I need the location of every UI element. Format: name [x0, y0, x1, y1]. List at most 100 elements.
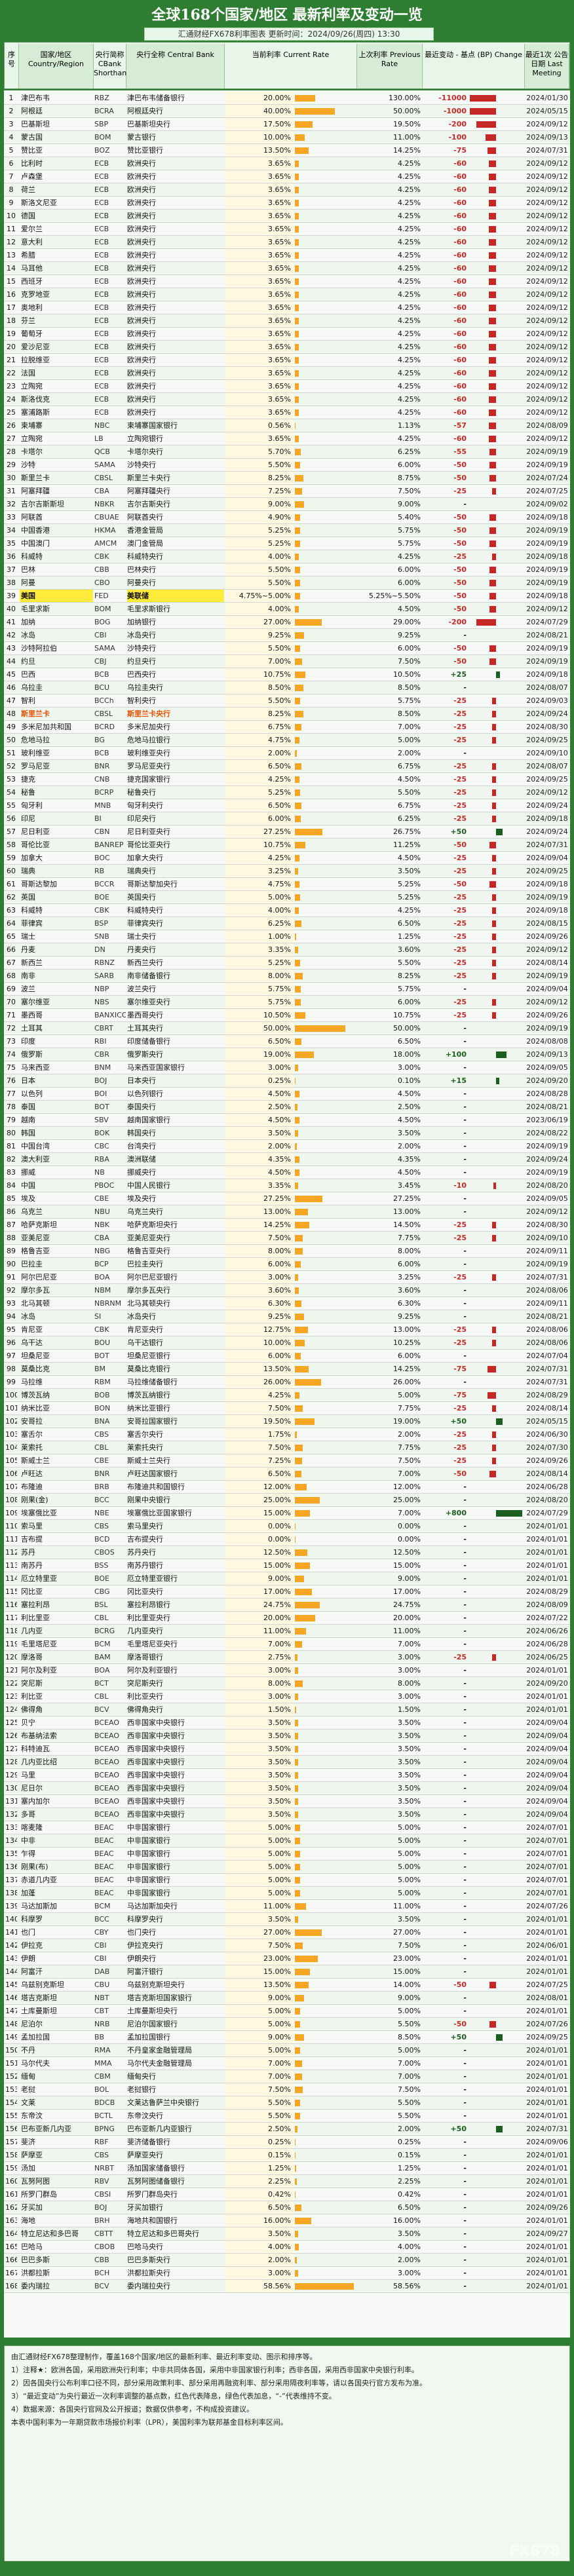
row-change-bp: -60	[453, 172, 467, 181]
row-current-rate: 12.50%	[225, 1546, 294, 1559]
row-last-meeting: 2024/08/14	[526, 1404, 568, 1412]
rate-bar-fill	[295, 1300, 301, 1307]
row-current-rate: 27.00%	[225, 1926, 294, 1939]
row-bank-code: CBS	[94, 2151, 109, 2159]
row-previous-rate: 5.00%	[398, 2007, 421, 2015]
change-bar-fill	[489, 344, 496, 350]
row-bank-code: CBG	[94, 1587, 110, 1596]
row-bank-code: CBK	[94, 906, 109, 915]
rate-bar-fill	[295, 1169, 299, 1176]
row-bank-name: 赞比亚银行	[127, 146, 163, 155]
row-last-meeting: 2024/09/20	[526, 1679, 568, 1688]
row-index: 33	[7, 513, 16, 521]
row-rate-bar	[294, 1913, 356, 1925]
row-index: 3	[9, 120, 14, 128]
row-previous-rate: 5.25%	[398, 880, 421, 888]
row-bank-code: NBT	[94, 1994, 109, 2002]
row-last-meeting: 2024/07/26	[526, 1902, 568, 1910]
row-index: 73	[7, 1037, 16, 1046]
row-current-rate: 20.00%	[225, 92, 294, 104]
row-rate-bar	[294, 1061, 356, 1074]
row-previous-rate: 4.50%	[398, 1089, 421, 1098]
row-change-bar	[469, 996, 523, 1008]
row-bank-code: CBRT	[94, 1024, 113, 1032]
row-rate-bar	[294, 603, 356, 615]
row-change-bp: -25	[453, 1456, 467, 1465]
row-change-bp: -200	[448, 618, 467, 626]
row-last-meeting: 2024/01/01	[526, 2243, 568, 2251]
row-country: 几内亚比绍	[21, 1758, 57, 1766]
row-change-bar	[469, 1140, 523, 1152]
row-bank-code: BOE	[94, 1574, 109, 1583]
row-country: 马里	[21, 1771, 35, 1779]
table-row: 90 巴拉圭 BCP 巴拉圭央行 6.00% 6.00% -2024/09/19	[4, 1258, 570, 1271]
row-current-rate: 8.25%	[225, 472, 294, 484]
row-change-bp: +50	[450, 827, 467, 836]
row-last-meeting: 2024/09/25	[526, 2033, 568, 2041]
row-change-bar	[469, 157, 523, 170]
row-last-meeting: 2024/09/04	[526, 1718, 568, 1727]
row-rate-bar	[294, 577, 356, 589]
row-index: 113	[5, 1561, 17, 1570]
row-change-bp: -	[463, 1312, 467, 1321]
row-last-meeting: 2024/01/01	[526, 2151, 568, 2159]
row-bank-name: 欧洲央行	[127, 185, 156, 194]
row-last-meeting: 2024/09/19	[526, 1168, 568, 1177]
row-current-rate: 5.75%	[225, 996, 294, 1008]
row-previous-rate: 3.50%	[398, 2229, 421, 2238]
row-last-meeting: 2024/09/12	[526, 264, 568, 273]
row-bank-name: 中非国家银行	[127, 1849, 170, 1858]
row-change-bp: -50	[453, 513, 467, 521]
row-previous-rate: 3.45%	[398, 1181, 421, 1190]
row-country: 以色列	[21, 1089, 43, 1098]
row-change-bar	[469, 1533, 523, 1545]
row-previous-rate: 4.00%	[398, 2243, 421, 2251]
table-row: 144阿富汗DAB阿富汗银行15.00%15.00%-2024/01/01	[4, 1965, 570, 1979]
change-bar-fill	[491, 816, 496, 822]
row-bank-name: 马来西亚国家银行	[127, 1063, 185, 1072]
row-bank-name: 波兰央行	[127, 985, 156, 993]
row-current-rate: 4.00%	[225, 904, 294, 917]
table-row: 116塞拉利昂BSL塞拉利昂银行24.75%24.75%-2024/08/09	[4, 1599, 570, 1612]
row-index: 90	[7, 1260, 16, 1268]
table-row: 40 毛里求斯 BOM 毛里求斯银行 4.00% 4.50% -50 2024/09/12	[4, 603, 570, 616]
table-row: 94 冰岛 SI 冰岛央行 9.25% 9.25% -2024/08/21	[4, 1310, 570, 1323]
row-index: 124	[5, 1705, 17, 1714]
row-bank-name: 印度储备银行	[127, 1037, 170, 1046]
row-country: 马达加斯加	[21, 1902, 57, 1910]
row-change-bp: -50	[453, 539, 467, 548]
table-row: 65 瑞士 SNB 瑞士央行 1.00% 1.25% -25 2024/09/26	[4, 930, 570, 943]
rate-bar-fill	[295, 868, 298, 875]
row-change-bar	[469, 1612, 523, 1624]
row-bank-code: BB	[94, 2033, 105, 2041]
row-change-bar	[469, 865, 523, 877]
row-index: 20	[7, 343, 16, 351]
row-previous-rate: 15.00%	[393, 1967, 421, 1976]
table-row: 44 约旦 CBJ 约旦央行 7.00% 7.50% -50 2024/09/19	[4, 655, 570, 668]
row-index: 103	[5, 1430, 17, 1439]
row-last-meeting: 2024/09/13	[526, 133, 568, 142]
footer-line: 3）“最近变动”为央行最近一次利率调整的基点数，红色代表降息，绿色代表加息，“-…	[11, 2392, 336, 2400]
row-country: 尼日利亚	[21, 827, 50, 836]
row-last-meeting: 2024/01/01	[526, 2256, 568, 2264]
row-bank-code: RBM	[94, 1378, 111, 1386]
row-current-rate: 5.00%	[225, 1847, 294, 1860]
header-previous-rate: 上次利率 Previous Rate	[357, 44, 423, 88]
rate-bar-fill	[295, 1851, 300, 1857]
rate-bar-fill	[295, 1615, 315, 1621]
change-bar-fill	[489, 881, 496, 888]
row-index: 112	[5, 1548, 17, 1557]
row-current-rate: 0.00%	[225, 1533, 294, 1545]
row-current-rate: 2.00%	[225, 2254, 294, 2266]
row-last-meeting: 2024/09/12	[526, 330, 568, 338]
row-previous-rate: 4.50%	[398, 1168, 421, 1177]
row-bank-name: 塞拉利昂银行	[127, 1601, 170, 1609]
row-bank-code: RBZ	[94, 94, 109, 102]
row-rate-bar	[294, 1939, 356, 1952]
row-index: 132	[5, 1810, 17, 1819]
row-current-rate: 6.50%	[225, 1035, 294, 1048]
change-bar-fill	[491, 999, 496, 1006]
row-index: 99	[7, 1378, 16, 1386]
row-last-meeting: 2024/09/12	[526, 238, 568, 246]
